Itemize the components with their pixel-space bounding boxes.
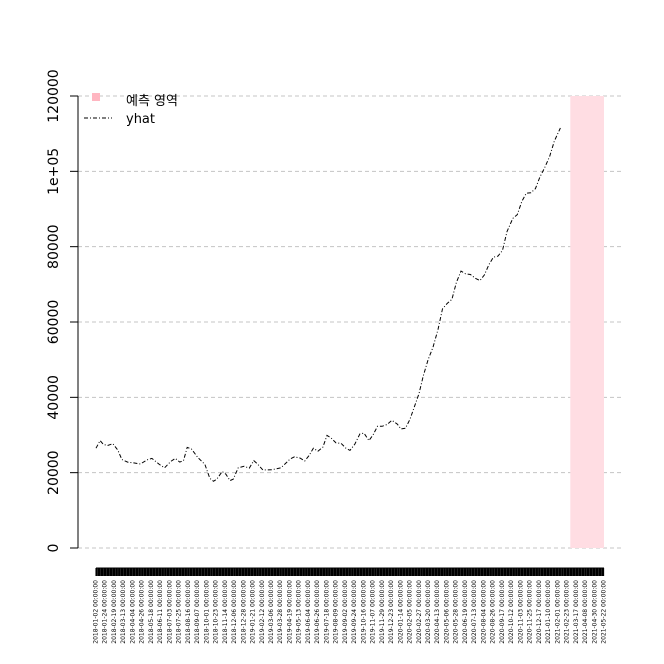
x-tick-label: 2018-12-28 00:00:00 [240,580,247,644]
y-tick-label: 40000 [46,375,62,420]
x-tick-label: 2021-04-30 00:00:00 [591,580,598,644]
y-tick-label: 60000 [46,300,62,345]
x-tick-label: 2019-08-09 00:00:00 [333,580,340,644]
x-tick-label: 2018-12-06 00:00:00 [231,580,238,644]
x-tick-label: 2018-08-16 00:00:00 [185,580,192,644]
x-tick-label: 2020-05-28 00:00:00 [453,580,460,644]
x-tick-label: 2018-07-03 00:00:00 [166,580,173,644]
y-tick-label: 120000 [46,69,62,122]
x-tick-label: 2020-07-13 00:00:00 [471,580,478,644]
x-tick-label: 2020-05-06 00:00:00 [443,580,450,644]
x-tick-label: 2020-01-14 00:00:00 [397,580,404,644]
x-tick-label: 2020-08-04 00:00:00 [480,580,487,644]
x-tick-label: 2018-10-01 00:00:00 [203,580,210,644]
x-tick-label: 2021-05-22 00:00:00 [601,580,608,644]
legend-label-forecast: 예측 영역 [126,94,178,109]
x-tick-label: 2020-11-25 00:00:00 [527,580,534,644]
x-tick-label: 2019-03-28 00:00:00 [277,580,284,644]
x-tick-label: 2019-09-02 00:00:00 [342,580,349,644]
legend: 예측 영역 yhat [84,93,178,127]
x-tick-rug [95,568,605,576]
x-tick-label: 2019-04-19 00:00:00 [286,580,293,644]
x-tick-label: 2019-12-23 00:00:00 [388,580,395,644]
y-tick-label: 0 [46,544,62,553]
x-tick-label: 2019-06-26 00:00:00 [314,580,321,644]
x-tick-label: 2020-04-13 00:00:00 [434,580,441,644]
x-tick-label: 2018-07-25 00:00:00 [176,580,183,644]
x-tick-label: 2019-07-18 00:00:00 [323,580,330,644]
x-axis: 2018-01-02 00:00:00 2018-01-24 00:00:00 20… [93,567,608,644]
x-tick-label: 2018-10-23 00:00:00 [213,580,220,644]
x-tick-label: 2019-11-29 00:00:00 [379,580,386,644]
forecast-region [570,96,604,548]
legend-label-yhat: yhat [126,112,155,127]
y-axis: 0 20000 40000 60000 80000 1e+05 120000 [46,69,79,553]
x-tick-label: 2018-11-14 00:00:00 [222,580,229,644]
x-tick-label: 2020-03-20 00:00:00 [425,580,432,644]
x-tick-label: 2021-02-23 00:00:00 [564,580,571,644]
x-tick-label: 2018-09-07 00:00:00 [194,580,201,644]
x-tick-label: 2020-02-27 00:00:00 [416,580,423,644]
x-tick-label: 2019-06-04 00:00:00 [305,580,312,644]
x-tick-label: 2019-05-13 00:00:00 [296,580,303,644]
x-tick-label: 2018-01-02 00:00:00 [93,580,100,644]
y-tick-label: 1e+05 [46,148,62,195]
x-tick-label: 2020-02-05 00:00:00 [407,580,414,644]
x-tick-label: 2019-03-06 00:00:00 [268,580,275,644]
x-tick-label: 2019-11-07 00:00:00 [370,580,377,644]
x-tick-label: 2019-10-16 00:00:00 [360,580,367,644]
legend-swatch-forecast [92,93,100,101]
x-tick-label: 2021-01-10 00:00:00 [545,580,552,644]
x-tick-label: 2021-04-08 00:00:00 [582,580,589,644]
x-tick-label: 2020-06-19 00:00:00 [462,580,469,644]
x-tick-label: 2020-08-26 00:00:00 [490,580,497,644]
x-tick-label: 2020-10-12 00:00:00 [508,580,515,644]
x-tick-label: 2018-06-11 00:00:00 [157,580,164,644]
x-tick-label: 2019-02-12 00:00:00 [259,580,266,644]
y-tick-label: 20000 [46,450,62,495]
x-tick-label: 2018-03-13 00:00:00 [120,580,127,644]
x-tick-label: 2020-09-17 00:00:00 [499,580,506,644]
x-tick-label: 2018-02-19 00:00:00 [111,580,118,644]
x-tick-label: 2021-02-01 00:00:00 [554,580,561,644]
grid-layer [78,95,624,549]
x-tick-label: 2018-05-18 00:00:00 [148,580,155,644]
series-line-yhat [95,127,561,482]
x-tick-label: 2019-09-24 00:00:00 [351,580,358,644]
x-tick-label: 2021-03-17 00:00:00 [573,580,580,644]
series-layer [95,127,561,482]
x-tick-label: 2018-01-24 00:00:00 [102,580,109,644]
x-tick-label: 2020-11-03 00:00:00 [517,580,524,644]
x-tick-label: 2018-04-04 00:00:00 [129,580,136,644]
y-tick-label: 80000 [46,224,62,269]
x-tick-label: 2018-04-26 00:00:00 [139,580,146,644]
x-tick-label: 2019-01-21 00:00:00 [250,580,257,644]
x-tick-label: 2020-12-17 00:00:00 [536,580,543,644]
